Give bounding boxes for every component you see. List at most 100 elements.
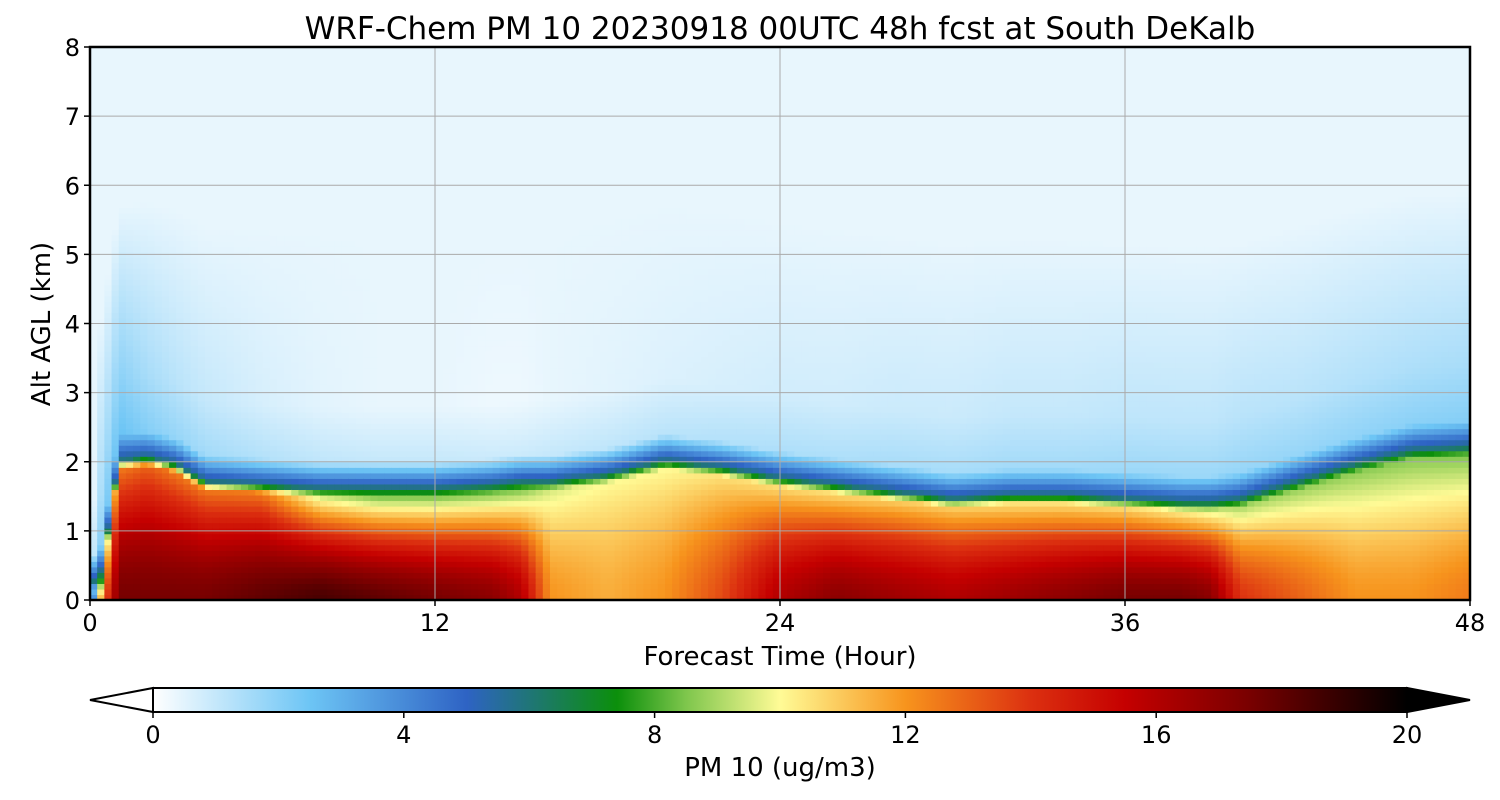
- heatmap-cell: [227, 290, 235, 296]
- heatmap-cell: [356, 102, 364, 108]
- heatmap-cell: [140, 86, 148, 92]
- heatmap-cell: [219, 462, 227, 468]
- heatmap-cell: [104, 246, 112, 252]
- heatmap-cell: [270, 379, 278, 385]
- heatmap-cell: [378, 75, 386, 81]
- heatmap-cell: [162, 567, 170, 573]
- heatmap-cell: [148, 379, 156, 385]
- heatmap-cell: [176, 567, 184, 573]
- heatmap-cell: [406, 368, 414, 374]
- heatmap-cell: [219, 506, 227, 512]
- heatmap-cell: [248, 213, 256, 219]
- heatmap-cell: [327, 550, 335, 556]
- heatmap-cell: [191, 357, 199, 363]
- heatmap-cell: [298, 97, 306, 103]
- heatmap-cell: [342, 467, 350, 473]
- heatmap-cell: [112, 395, 120, 401]
- heatmap-cell: [263, 130, 271, 136]
- heatmap-cell: [298, 64, 306, 70]
- heatmap-cell: [119, 91, 127, 97]
- heatmap-cell: [140, 119, 148, 125]
- heatmap-cell: [169, 274, 177, 280]
- heatmap-cell: [97, 246, 105, 252]
- heatmap-cell: [327, 235, 335, 241]
- heatmap-cell: [104, 440, 112, 446]
- heatmap-cell: [334, 202, 342, 208]
- heatmap-cell: [263, 346, 271, 352]
- heatmap-cell: [421, 312, 429, 318]
- heatmap-cell: [162, 368, 170, 374]
- heatmap-cell: [421, 141, 429, 147]
- heatmap-cell: [104, 589, 112, 595]
- heatmap-cell: [313, 152, 321, 158]
- heatmap-cell: [198, 268, 206, 274]
- heatmap-cell: [133, 561, 141, 567]
- heatmap-cell: [356, 80, 364, 86]
- heatmap-cell: [248, 301, 256, 307]
- heatmap-cell: [327, 346, 335, 352]
- heatmap-cell: [428, 191, 436, 197]
- heatmap-cell: [342, 395, 350, 401]
- heatmap-cell: [133, 169, 141, 175]
- heatmap-cell: [140, 572, 148, 578]
- heatmap-cell: [385, 423, 393, 429]
- heatmap-cell: [363, 478, 371, 484]
- heatmap-cell: [363, 340, 371, 346]
- heatmap-cell: [148, 141, 156, 147]
- heatmap-cell: [406, 296, 414, 302]
- heatmap-cell: [191, 451, 199, 457]
- heatmap-cell: [205, 523, 213, 529]
- heatmap-cell: [291, 119, 299, 125]
- heatmap-cell: [385, 69, 393, 75]
- heatmap-cell: [378, 191, 386, 197]
- heatmap-cell: [234, 135, 242, 141]
- heatmap-cell: [385, 489, 393, 495]
- heatmap-cell: [212, 202, 220, 208]
- heatmap-cell: [442, 368, 450, 374]
- heatmap-cell: [198, 130, 206, 136]
- heatmap-cell: [241, 495, 249, 501]
- heatmap-cell: [255, 91, 263, 97]
- heatmap-cell: [349, 191, 357, 197]
- heatmap-cell: [219, 523, 227, 529]
- heatmap-cell: [313, 58, 321, 64]
- heatmap-cell: [248, 473, 256, 479]
- heatmap-cell: [327, 285, 335, 291]
- heatmap-cell: [334, 235, 342, 241]
- heatmap-cell: [270, 418, 278, 424]
- heatmap-cell: [349, 274, 357, 280]
- heatmap-cell: [370, 335, 378, 341]
- heatmap-cell: [126, 86, 134, 92]
- heatmap-cell: [155, 163, 163, 169]
- heatmap-cell: [104, 91, 112, 97]
- heatmap-cell: [270, 64, 278, 70]
- heatmap-cell: [334, 263, 342, 269]
- heatmap-cell: [234, 412, 242, 418]
- heatmap-cell: [378, 102, 386, 108]
- heatmap-cell: [133, 152, 141, 158]
- heatmap-cell: [392, 478, 400, 484]
- heatmap-cell: [234, 268, 242, 274]
- heatmap-cell: [313, 124, 321, 130]
- heatmap-cell: [198, 368, 206, 374]
- heatmap-cell: [212, 301, 220, 307]
- heatmap-cell: [212, 108, 220, 114]
- heatmap-cell: [219, 517, 227, 523]
- heatmap-cell: [313, 545, 321, 551]
- heatmap-cell: [356, 556, 364, 562]
- heatmap-cell: [234, 312, 242, 318]
- heatmap-cell: [320, 567, 328, 573]
- heatmap-cell: [183, 263, 191, 269]
- heatmap-cell: [162, 418, 170, 424]
- heatmap-cell: [97, 119, 105, 125]
- heatmap-cell: [421, 556, 429, 562]
- heatmap-cell: [241, 346, 249, 352]
- heatmap-cell: [212, 578, 220, 584]
- heatmap-cell: [327, 196, 335, 202]
- heatmap-cell: [399, 75, 407, 81]
- heatmap-cell: [435, 169, 443, 175]
- heatmap-cell: [385, 185, 393, 191]
- heatmap-cell: [277, 285, 285, 291]
- heatmap-cell: [428, 351, 436, 357]
- heatmap-cell: [212, 329, 220, 335]
